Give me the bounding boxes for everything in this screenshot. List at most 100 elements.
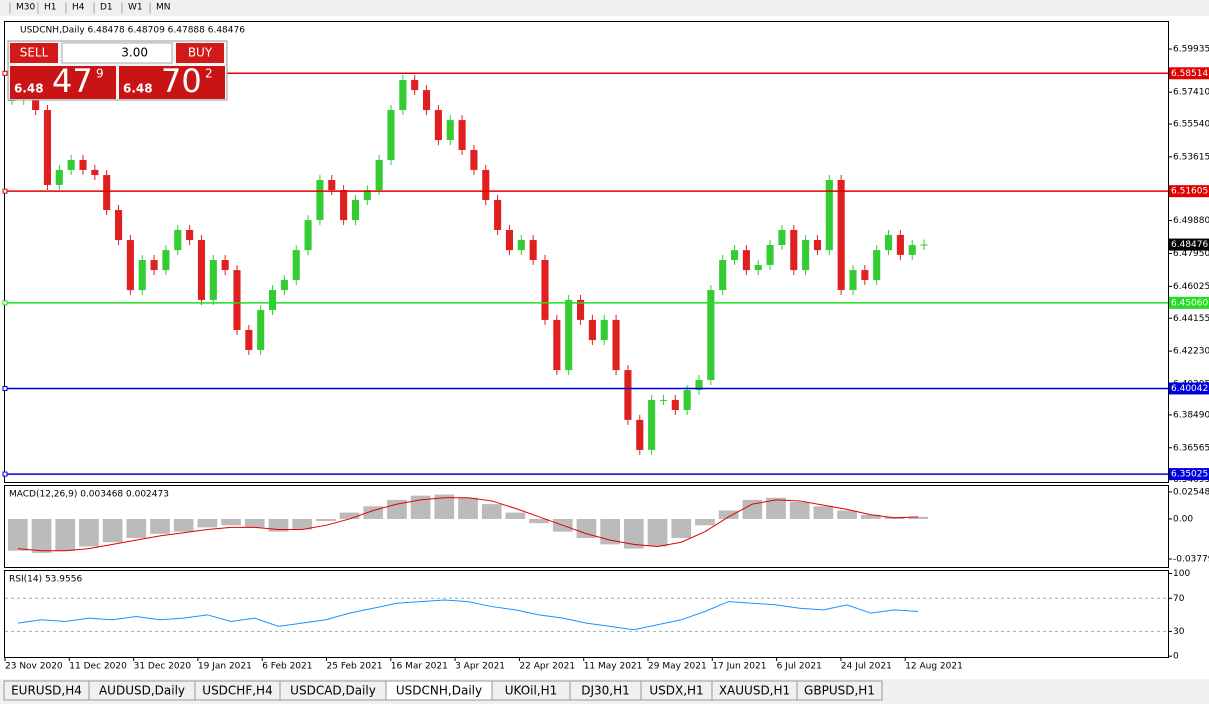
trade-panel: SELL 3.00 BUY 6.48 47 9 6.48 70 2 (7, 40, 228, 101)
x-tick-label: 11 Dec 2020 (69, 662, 127, 672)
macd-bar (55, 518, 76, 551)
tab-label[interactable]: AUDUSD,Daily (99, 684, 185, 698)
timeframe-button[interactable]: H1 (44, 3, 57, 13)
y-tick-label: 6.46025 (1173, 282, 1209, 292)
x-tick-label: 22 Apr 2021 (519, 662, 575, 672)
y-tick-label: 6.38490 (1173, 410, 1209, 420)
y-tick-label: 0.00 (1173, 514, 1193, 524)
level-label: 6.40042 (1171, 384, 1208, 394)
y-tick-label: 6.57410 (1173, 88, 1209, 98)
tab-label[interactable]: USDCNH,Daily (396, 684, 482, 698)
macd-bar (410, 495, 431, 519)
candle (707, 290, 715, 380)
candle (363, 190, 371, 200)
candle (351, 199, 360, 221)
candle (802, 240, 810, 271)
candle (873, 250, 881, 280)
candle (565, 299, 573, 371)
candle (126, 240, 134, 291)
candle (114, 210, 123, 241)
macd-bar (221, 518, 241, 526)
timeframe-button[interactable]: M30 (16, 3, 35, 13)
candle (79, 160, 87, 170)
buy-button[interactable] (176, 43, 224, 63)
tab-label[interactable]: USDCHF,H4 (202, 684, 272, 698)
candle (233, 270, 241, 330)
macd-bar (173, 518, 194, 532)
buy-label[interactable]: BUY (188, 46, 213, 60)
price-box[interactable] (10, 66, 116, 99)
x-tick-label: 23 Nov 2020 (5, 662, 63, 672)
sell-label[interactable]: SELL (20, 46, 49, 60)
candle (624, 370, 632, 420)
candle (861, 270, 869, 280)
tab-label[interactable]: EURUSD,H4 (11, 684, 82, 698)
tab-label[interactable]: USDX,H1 (649, 684, 703, 698)
level-label: 6.35025 (1171, 470, 1208, 480)
y-tick-label: 6.42230 (1173, 347, 1209, 357)
level-label: 6.58514 (1171, 69, 1208, 79)
macd-bar (197, 518, 218, 528)
candle (340, 190, 348, 221)
tab-label[interactable]: GBPUSD,H1 (804, 684, 875, 698)
timeframe-button[interactable]: MN (156, 3, 171, 13)
level-label: 6.45060 (1171, 298, 1208, 308)
candle (576, 299, 585, 320)
candle (920, 244, 928, 246)
tab-label[interactable]: XAUUSD,H1 (719, 684, 790, 698)
tab-label[interactable]: UKOil,H1 (505, 684, 558, 698)
x-tick-label: 24 Jul 2021 (841, 662, 892, 672)
candle (186, 229, 194, 241)
macd-bar (102, 518, 123, 543)
candle (411, 80, 419, 91)
candle (908, 245, 916, 255)
candle (636, 419, 644, 450)
tab-label[interactable]: DJ30,H1 (581, 684, 630, 698)
tab-label[interactable]: USDCAD,Daily (290, 684, 376, 698)
candle (399, 80, 407, 111)
timeframe-button[interactable]: W1 (128, 3, 143, 13)
rsi-line (17, 599, 919, 631)
candle (778, 229, 786, 246)
macd-bar (150, 518, 170, 534)
macd-bar (742, 499, 763, 519)
timeframe-button[interactable]: D1 (100, 3, 113, 13)
y-tick-label: 0.025485 (1173, 487, 1209, 497)
macd-bar (624, 518, 644, 549)
candle (67, 160, 75, 170)
candle (849, 270, 857, 291)
volume-input[interactable] (61, 42, 173, 64)
candle (588, 319, 596, 341)
x-tick-label: 12 Aug 2021 (905, 662, 963, 672)
candle (648, 399, 656, 450)
macd-bar (31, 518, 52, 553)
macd-bar (316, 518, 336, 522)
y-tick-label: 6.59935 (1173, 45, 1209, 55)
tab[interactable] (796, 680, 883, 701)
level-tag (1169, 185, 1209, 198)
candle (43, 110, 52, 185)
macd-signal (17, 497, 919, 552)
macd-bar (766, 497, 786, 519)
current-price-label: 6.48476 (1171, 240, 1208, 250)
candle (150, 260, 158, 271)
sell-button[interactable] (10, 43, 58, 63)
candle (541, 260, 549, 320)
toolbar-bg (0, 0, 1209, 16)
timeframe-button[interactable]: H4 (72, 3, 85, 13)
candle (754, 264, 762, 271)
candle (316, 179, 324, 221)
macd-bar (505, 512, 526, 519)
x-tick-label: 19 Jan 2021 (198, 662, 252, 672)
macd-bar (244, 518, 265, 528)
candle (209, 260, 217, 300)
level-tag (1169, 468, 1209, 481)
macd-label: MACD(12,26,9) 0.003468 0.002473 (9, 490, 169, 500)
candle (375, 160, 383, 191)
price-box[interactable] (119, 66, 225, 99)
y-tick-label: 6.55540 (1173, 120, 1209, 130)
macd-bar (339, 512, 360, 519)
candle (257, 310, 265, 350)
candle (517, 240, 525, 251)
x-tick-label: 31 Dec 2020 (134, 662, 192, 672)
